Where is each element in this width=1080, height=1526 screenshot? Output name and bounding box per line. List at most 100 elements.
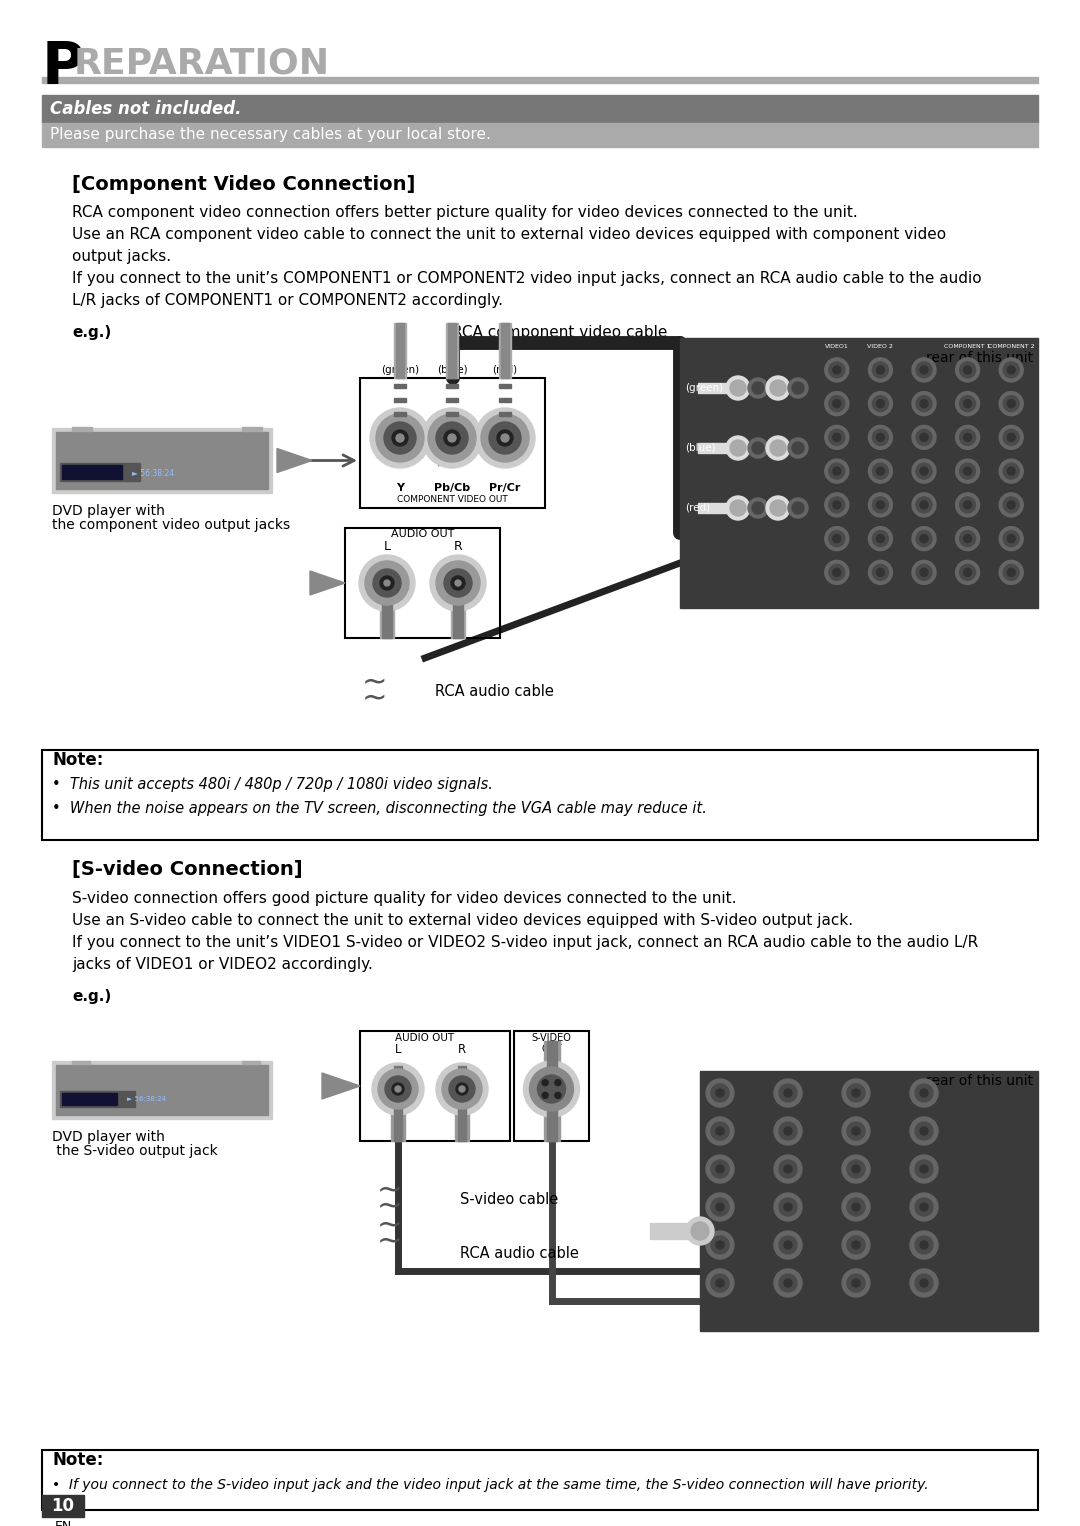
Text: •  When the noise appears on the TV screen, disconnecting the VGA cable may redu: • When the noise appears on the TV scree…	[52, 801, 707, 815]
Text: rear of this unit: rear of this unit	[926, 351, 1032, 365]
Bar	[42, 1450, 1038, 1511]
Circle shape	[392, 1083, 404, 1096]
Circle shape	[779, 1083, 797, 1102]
Bar	[698, 504, 735, 513]
Circle shape	[912, 392, 936, 415]
Circle shape	[428, 414, 476, 462]
Text: If you connect to the unit’s VIDEO1 S-video or VIDEO2 S-video input jack, connec: If you connect to the unit’s VIDEO1 S-vi…	[72, 934, 978, 949]
Bar	[446, 412, 458, 417]
Bar	[650, 1222, 702, 1239]
Circle shape	[448, 433, 456, 443]
Bar	[382, 572, 392, 638]
Circle shape	[774, 1231, 802, 1259]
Circle shape	[956, 526, 980, 551]
Circle shape	[833, 534, 841, 543]
Circle shape	[915, 1122, 933, 1140]
Bar	[62, 1093, 117, 1105]
Circle shape	[529, 1067, 573, 1111]
Text: (blue): (blue)	[436, 365, 468, 375]
Circle shape	[912, 459, 936, 484]
Circle shape	[956, 392, 980, 415]
Text: S-VIDEO: S-VIDEO	[531, 1033, 571, 1042]
Bar	[698, 383, 735, 394]
Circle shape	[686, 1218, 714, 1245]
Circle shape	[852, 1279, 860, 1286]
Circle shape	[774, 1193, 802, 1221]
Circle shape	[825, 392, 849, 415]
Text: the S-video output jack: the S-video output jack	[52, 1144, 218, 1158]
Polygon shape	[310, 571, 345, 595]
Bar	[60, 462, 140, 481]
Circle shape	[963, 501, 972, 508]
Circle shape	[792, 502, 804, 514]
Circle shape	[779, 1160, 797, 1178]
Circle shape	[910, 1079, 939, 1106]
Circle shape	[920, 534, 928, 543]
Circle shape	[833, 501, 841, 508]
Circle shape	[915, 1198, 933, 1216]
Circle shape	[392, 430, 408, 446]
Circle shape	[916, 395, 932, 412]
Circle shape	[842, 1231, 870, 1259]
Circle shape	[842, 1193, 870, 1221]
Bar	[56, 1065, 268, 1116]
Text: rear of this unit: rear of this unit	[926, 1074, 1032, 1088]
Circle shape	[784, 1202, 792, 1212]
Circle shape	[956, 459, 980, 484]
Circle shape	[833, 433, 841, 441]
Circle shape	[770, 501, 786, 516]
Bar	[458, 1067, 465, 1141]
Text: ∼: ∼	[362, 668, 388, 697]
Bar	[72, 1061, 90, 1064]
Bar	[394, 1067, 402, 1141]
Circle shape	[784, 1090, 792, 1097]
Circle shape	[828, 462, 845, 479]
Circle shape	[912, 493, 936, 517]
Circle shape	[378, 1070, 418, 1109]
Bar	[42, 749, 1038, 839]
Circle shape	[960, 429, 975, 446]
Circle shape	[963, 366, 972, 374]
Circle shape	[774, 1117, 802, 1144]
Text: Y: Y	[396, 484, 404, 493]
Circle shape	[395, 1087, 401, 1093]
Text: ∼: ∼	[362, 685, 388, 714]
Circle shape	[706, 1117, 734, 1144]
Bar	[42, 1495, 84, 1517]
Bar	[446, 398, 458, 401]
Text: AUDIO OUT: AUDIO OUT	[391, 530, 455, 539]
Text: DVD player with: DVD player with	[52, 504, 165, 517]
Circle shape	[873, 429, 889, 446]
Bar	[738, 383, 777, 394]
Circle shape	[828, 362, 845, 378]
Circle shape	[825, 560, 849, 584]
Text: EN: EN	[54, 1520, 71, 1526]
Text: S-video cable: S-video cable	[460, 1192, 558, 1207]
Circle shape	[436, 423, 468, 455]
Circle shape	[542, 1093, 549, 1099]
Circle shape	[960, 462, 975, 479]
Bar	[738, 443, 777, 453]
Bar	[52, 1061, 272, 1119]
Text: •  This unit accepts 480i / 480p / 720p / 1080i video signals.: • This unit accepts 480i / 480p / 720p /…	[52, 778, 492, 792]
Circle shape	[915, 1236, 933, 1254]
Circle shape	[706, 1270, 734, 1297]
Bar	[394, 385, 406, 388]
Circle shape	[711, 1236, 729, 1254]
Circle shape	[963, 467, 972, 475]
Circle shape	[873, 462, 889, 479]
Circle shape	[916, 429, 932, 446]
Text: ∼: ∼	[377, 1192, 403, 1221]
Circle shape	[711, 1198, 729, 1216]
Circle shape	[784, 1241, 792, 1248]
Circle shape	[1003, 531, 1020, 546]
Bar	[455, 1067, 469, 1141]
Bar	[448, 324, 456, 378]
Bar	[499, 398, 511, 401]
Circle shape	[916, 565, 932, 580]
Polygon shape	[322, 1073, 360, 1099]
Circle shape	[999, 459, 1023, 484]
Circle shape	[876, 467, 885, 475]
Text: VIDEO1: VIDEO1	[825, 343, 849, 348]
Bar	[72, 427, 92, 430]
